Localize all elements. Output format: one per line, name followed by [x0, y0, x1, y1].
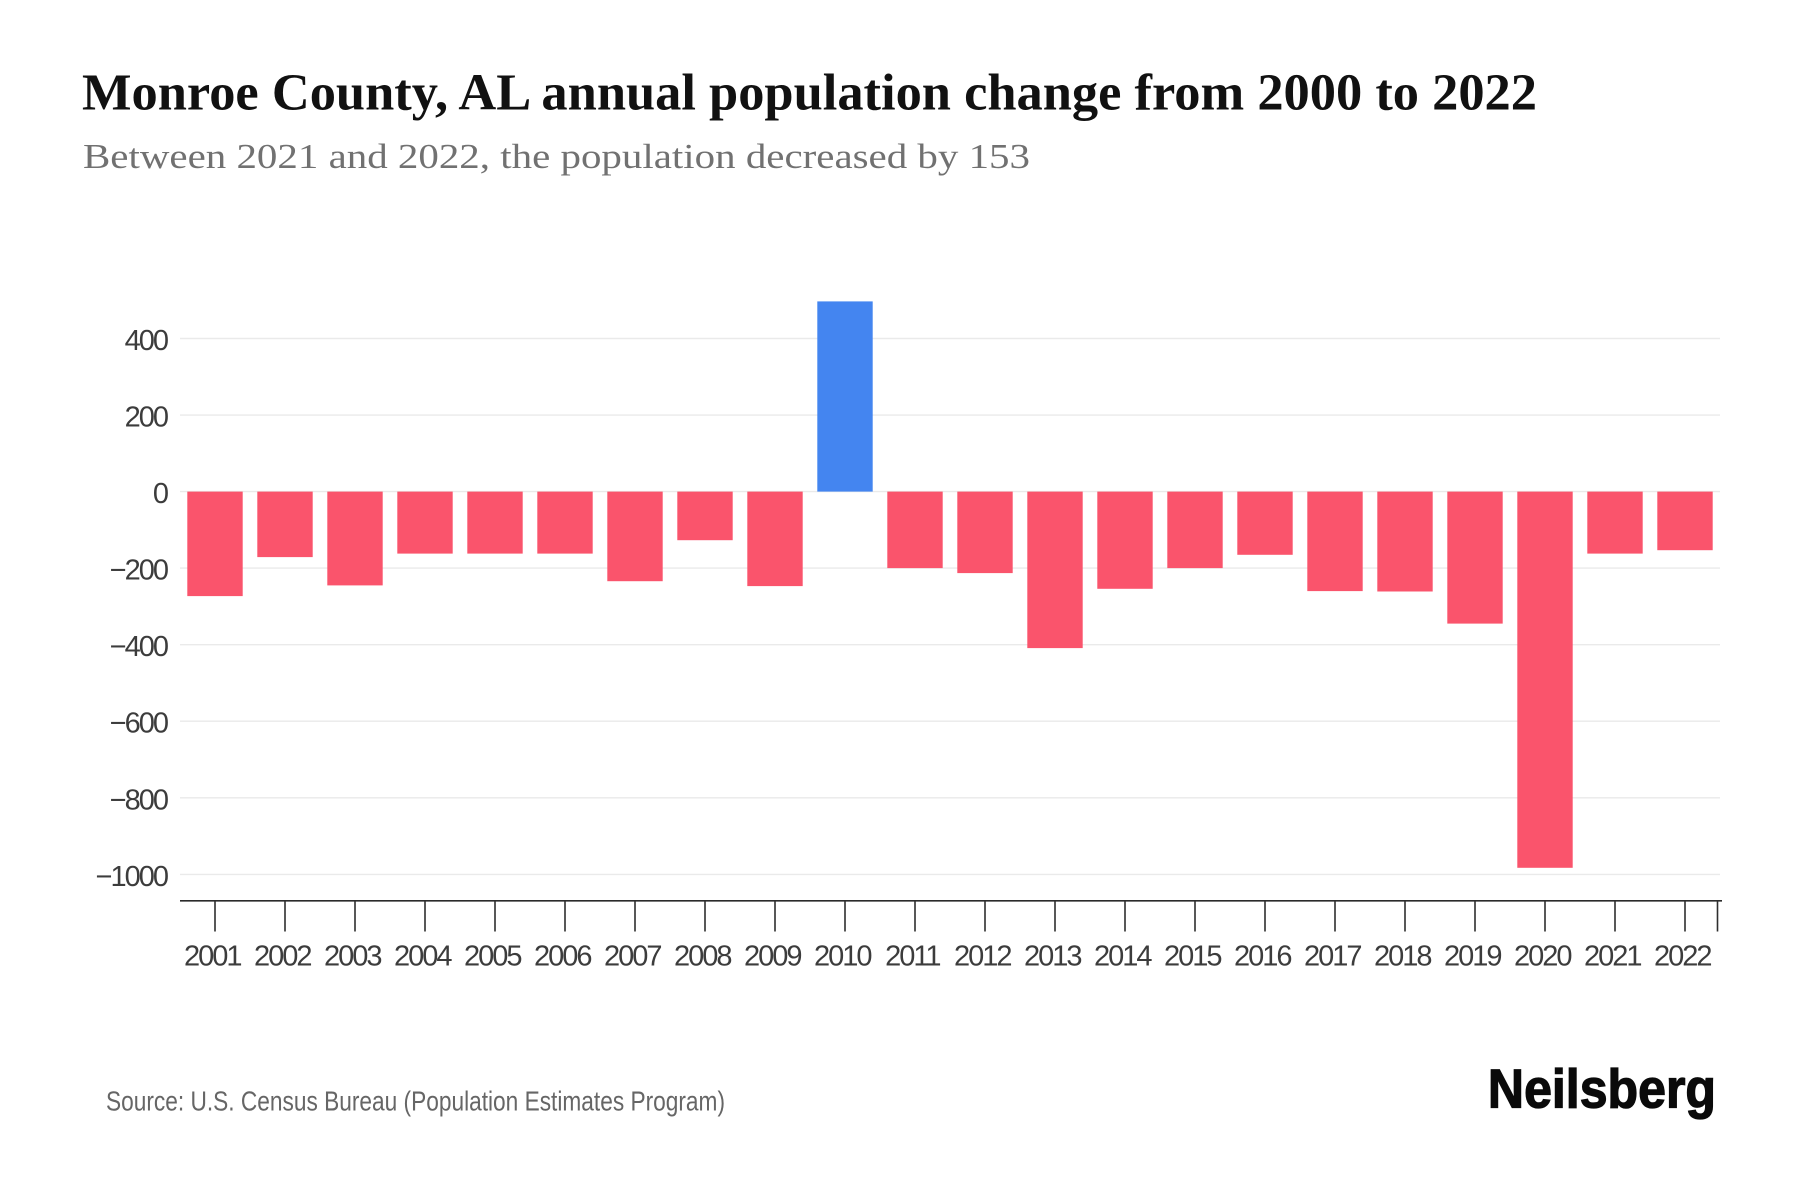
svg-text:2014: 2014 [1094, 941, 1152, 973]
svg-text:Monroe County, AL annual popul: Monroe County, AL annual population chan… [82, 65, 1537, 122]
svg-text:2015: 2015 [1164, 941, 1221, 973]
svg-text:Neilsberg: Neilsberg [1488, 1058, 1716, 1120]
svg-text:2011: 2011 [885, 941, 940, 973]
svg-text:2007: 2007 [604, 941, 661, 973]
svg-text:2003: 2003 [324, 941, 381, 973]
svg-text:2005: 2005 [464, 941, 521, 973]
svg-text:2021: 2021 [1584, 941, 1641, 973]
svg-text:2009: 2009 [744, 941, 801, 973]
svg-text:2008: 2008 [674, 941, 731, 973]
svg-text:2002: 2002 [254, 941, 311, 973]
svg-text:−1000: −1000 [96, 861, 168, 893]
svg-text:−800: −800 [110, 784, 168, 816]
svg-text:2016: 2016 [1234, 941, 1291, 973]
svg-text:2017: 2017 [1304, 941, 1361, 973]
svg-text:2020: 2020 [1514, 941, 1571, 973]
svg-text:0: 0 [153, 478, 168, 510]
svg-text:2019: 2019 [1444, 941, 1501, 973]
svg-text:2010: 2010 [814, 941, 871, 973]
svg-text:2004: 2004 [394, 941, 452, 973]
svg-text:Between 2021 and 2022, the pop: Between 2021 and 2022, the population de… [83, 137, 1030, 176]
svg-text:Source: U.S. Census Bureau (Po: Source: U.S. Census Bureau (Population E… [106, 1086, 725, 1117]
svg-text:2022: 2022 [1654, 941, 1711, 973]
svg-text:2013: 2013 [1024, 941, 1081, 973]
svg-text:2001: 2001 [184, 941, 241, 973]
svg-text:2018: 2018 [1374, 941, 1431, 973]
svg-text:2006: 2006 [534, 941, 591, 973]
svg-text:−400: −400 [110, 631, 168, 663]
svg-text:200: 200 [125, 402, 168, 434]
svg-text:−600: −600 [110, 708, 168, 740]
svg-text:−200: −200 [110, 555, 168, 587]
svg-text:400: 400 [125, 325, 168, 357]
svg-text:2012: 2012 [954, 941, 1011, 973]
